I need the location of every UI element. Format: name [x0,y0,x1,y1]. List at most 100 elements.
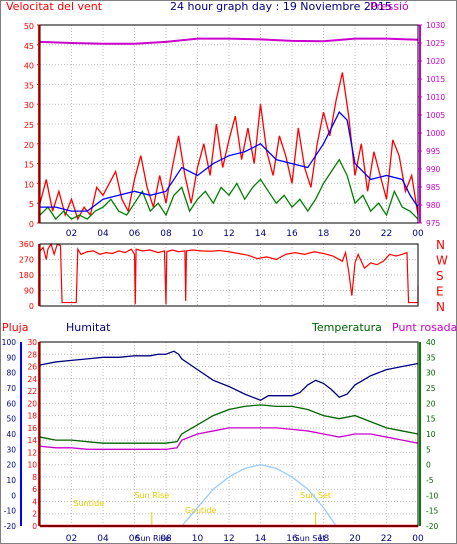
c1-y-left-tick: 45 [24,42,34,51]
c3-y-rain-tick: 20 [27,399,37,408]
c2-direction-label: N [436,238,445,252]
c1-y-right-tick: 990 [426,165,441,174]
c2-y-tick: 180 [19,271,34,280]
c3-y-rain-tick: 16 [27,424,37,433]
c2-direction-label: E [436,285,444,299]
c3-y-humidity-tick: 50 [6,415,16,424]
c1-y-left-tick: 5 [29,200,34,209]
c1-wind-other-line [39,158,419,221]
legend-temperature: Temperatura [311,321,382,334]
c3-y-humidity-tick: 10 [6,476,16,485]
c3-x-tick-label: 18 [318,534,330,544]
c3-bottom-extra-label: Sun Rise [135,534,170,543]
c2-y-tick: 90 [24,287,34,296]
c3-x-tick-label: 20 [349,534,361,544]
c2-direction-line [39,242,419,305]
legend-humidity: Humitat [66,321,111,334]
c3-x-tick-label: 16 [286,534,298,544]
chart-title: 24 hour graph day : 19 Noviembre 2015 [170,0,392,13]
c1-x-tick-label: 14 [255,229,267,239]
pressure-label: Pressió [370,0,409,13]
c1-x-tick-label: 00 [412,229,424,239]
c3-y-humidity-tick: 90 [6,353,16,362]
c3-y-temp-tick: 20 [426,399,436,408]
c2-border [39,243,419,307]
c3-y-temp-tick: -10 [426,491,438,500]
c1-y-right-tick: 975 [426,219,441,228]
c1-x-tick-label: 08 [160,229,172,239]
c1-border [39,24,419,224]
c2-direction-label: W [436,254,448,268]
c1-wind-gust-line [39,72,419,221]
legend-dewpoint: Punt rosada [392,321,457,334]
c1-y-right-tick: 1015 [426,75,445,84]
c1-y-left-tick: 20 [24,141,34,150]
c1-y-right-tick: 1030 [426,21,445,30]
c1-pressure-line [39,37,419,45]
c3-y-rain-tick: 6 [32,485,37,494]
c3-y-rain-tick: 8 [32,473,37,482]
c3-x-tick-label: 02 [66,534,77,544]
c1-x-tick-label: 18 [318,229,330,239]
c3-x-tick-label: 08 [160,534,172,544]
c3-y-temp-tick: 35 [426,353,436,362]
wind-pressure-chart: 0510152025303540455097598098599099510001… [24,21,446,239]
c3-y-temp-tick: -15 [426,507,438,516]
c3-annotation-label: Sun Rise [135,491,170,500]
legend-rain: Pluja [2,321,28,334]
c3-y-humidity-tick: -20 [4,522,16,531]
c3-y-humidity-tick: 80 [6,369,16,378]
c1-y-right-tick: 1005 [426,111,445,120]
c1-x-tick-label: 16 [286,229,298,239]
c3-x-tick-label: 00 [412,534,424,544]
c3-y-rain-tick: 12 [27,448,37,457]
c3-y-temp-tick: 0 [426,461,431,470]
c3-y-rain-tick: 10 [27,461,37,470]
c1-x-tick-label: 02 [66,229,77,239]
c3-y-humidity-tick: 0 [11,491,16,500]
c1-y-left-tick: 25 [24,121,34,130]
c1-y-left-tick: 30 [24,101,34,110]
c3-y-temp-tick: 30 [426,369,436,378]
c1-x-tick-label: 12 [223,229,234,239]
c1-y-left-tick: 35 [24,81,34,90]
c1-x-tick-label: 22 [381,229,392,239]
c3-y-rain-tick: 14 [27,436,37,445]
c3-annotation-label: Suntide [74,499,105,508]
c3-y-rain-tick: 0 [32,522,37,531]
c3-y-temp-tick: -5 [426,476,434,485]
c3-y-humidity-tick: 30 [6,445,16,454]
c1-y-right-tick: 1000 [426,129,445,138]
c1-y-right-tick: 980 [426,201,441,210]
c3-dewpoint-line [39,427,419,450]
c1-y-left-tick: 15 [24,161,34,170]
c3-y-temp-tick: 5 [426,445,431,454]
c3-bottom-extra-label: Sun Set [295,534,326,543]
c3-y-temp-tick: 25 [426,384,436,393]
c1-y-right-tick: 1010 [426,93,445,102]
c1-x-tick-label: 10 [192,229,204,239]
c2-y-tick: 270 [19,256,34,265]
c1-x-tick-label: 04 [97,229,109,239]
c3-y-humidity-tick: 70 [6,384,16,393]
c3-x-tick-label: 12 [223,534,234,544]
c1-y-left-tick: 40 [24,62,34,71]
c3-y-rain-tick: 26 [27,363,37,372]
c2-direction-label: S [436,269,444,283]
c3-x-tick-label: 14 [255,534,267,544]
c1-x-tick-label: 20 [349,229,361,239]
c2-y-tick: 0 [29,302,34,311]
c3-y-rain-tick: 28 [27,350,37,359]
c3-y-humidity-tick: -10 [4,507,16,516]
c3-annotation-label: Goutide [185,506,217,515]
c3-annotation-label: Sun Set [300,491,331,500]
c3-y-humidity-tick: 60 [6,399,16,408]
c3-x-tick-label: 10 [192,534,204,544]
wind-speed-label: Velocitat del vent [6,0,103,13]
c3-y-rain-tick: 2 [32,510,37,519]
c3-y-temp-tick: 15 [426,415,436,424]
c1-y-left-tick: 50 [24,22,34,31]
temperature-humidity-chart: 024681012141618202224262830-20-100102030… [2,338,439,544]
